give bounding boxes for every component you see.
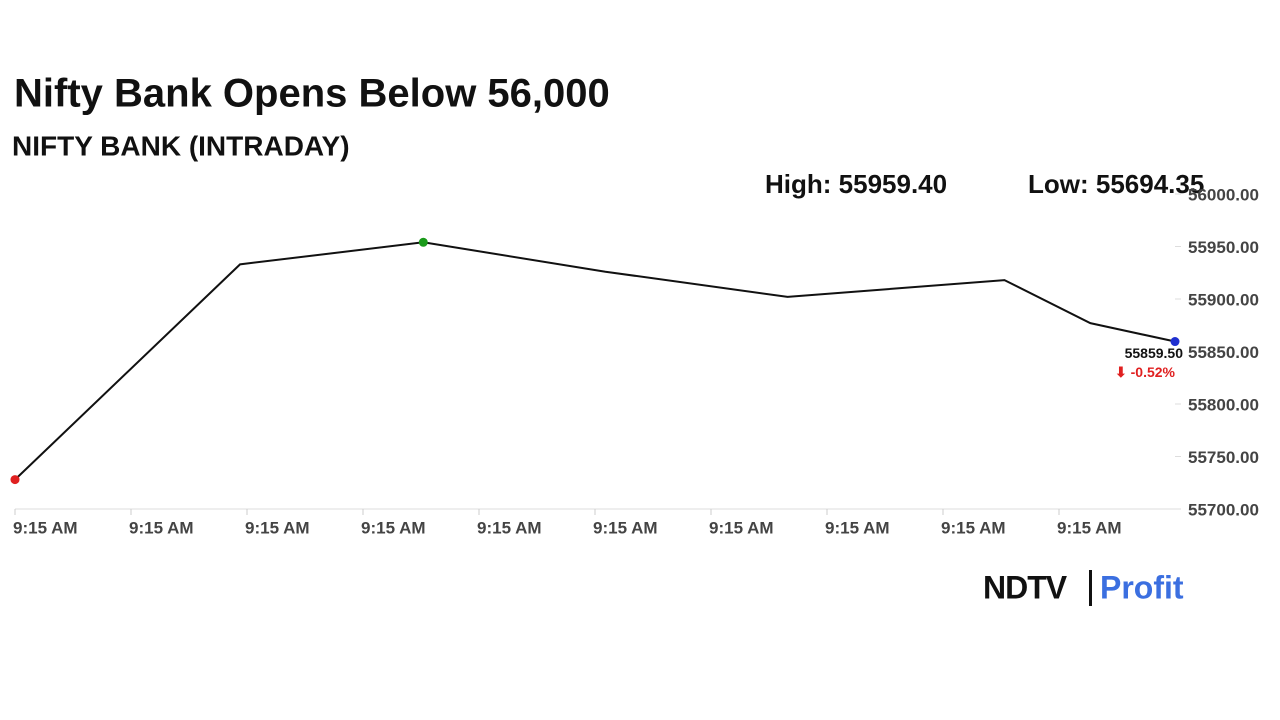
change-label: ⬇ -0.52%	[1115, 364, 1176, 380]
x-tick-label: 9:15 AM	[593, 518, 658, 537]
y-tick-label: 55900.00	[1188, 290, 1259, 309]
x-tick-label: 9:15 AM	[13, 518, 78, 537]
logo-right: Profit	[1100, 569, 1184, 605]
value-label: 55859.50	[1125, 345, 1184, 361]
low-label: Low: 55694.35	[1028, 169, 1204, 199]
x-tick-label: 9:15 AM	[477, 518, 542, 537]
y-tick-label: 55950.00	[1188, 238, 1259, 257]
y-tick-label: 55850.00	[1188, 343, 1259, 362]
x-tick-label: 9:15 AM	[825, 518, 890, 537]
chart-subtitle: NIFTY BANK (INTRADAY)	[12, 130, 350, 161]
logo-divider	[1089, 570, 1092, 606]
x-tick-label: 9:15 AM	[361, 518, 426, 537]
x-tick-label: 9:15 AM	[1057, 518, 1122, 537]
y-tick-label: 55800.00	[1188, 395, 1259, 414]
x-tick-label: 9:15 AM	[245, 518, 310, 537]
price-line	[14, 241, 1176, 481]
y-tick-label: 55700.00	[1188, 500, 1259, 519]
open-marker	[10, 475, 20, 485]
y-tick-label: 56000.00	[1188, 185, 1259, 204]
high-marker	[418, 237, 428, 247]
x-tick-label: 9:15 AM	[709, 518, 774, 537]
logo-left: NDTV	[983, 569, 1068, 605]
x-tick-label: 9:15 AM	[941, 518, 1006, 537]
last-marker	[1170, 337, 1180, 347]
high-label: High: 55959.40	[765, 169, 947, 199]
y-tick-label: 55750.00	[1188, 448, 1259, 467]
chart-title: Nifty Bank Opens Below 56,000	[14, 72, 610, 116]
x-tick-label: 9:15 AM	[129, 518, 194, 537]
